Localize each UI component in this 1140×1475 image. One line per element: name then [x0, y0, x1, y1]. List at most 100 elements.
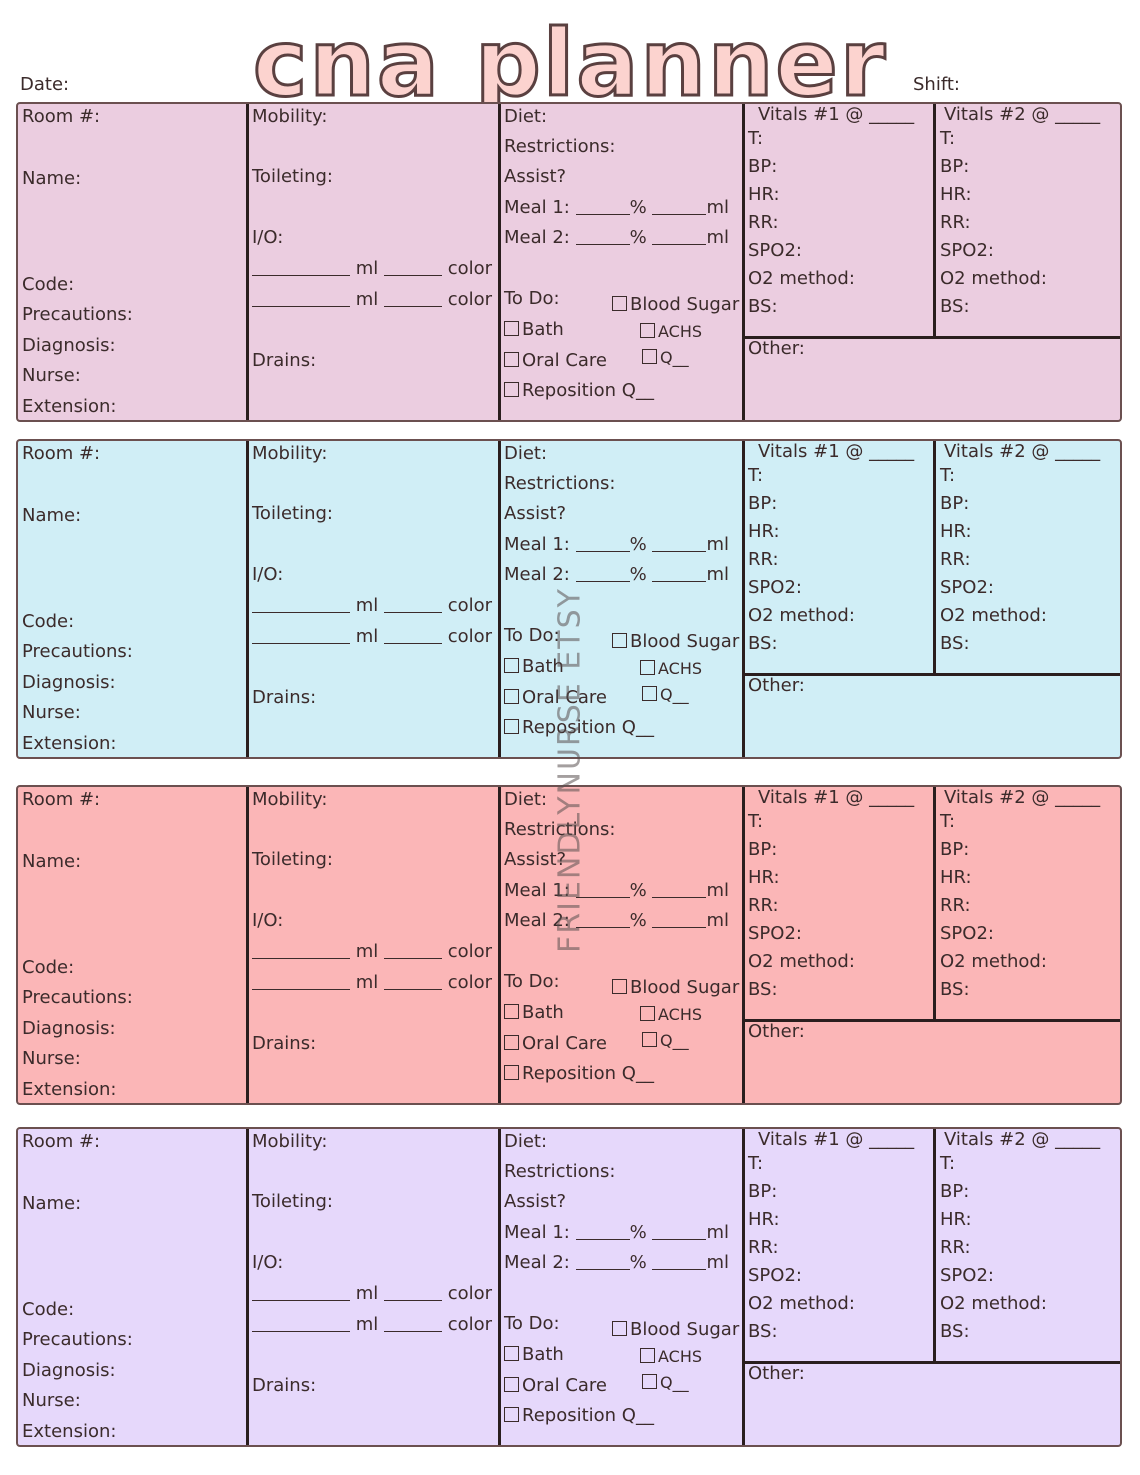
ml-unit: ml	[355, 1283, 379, 1304]
percent-unit: %	[629, 564, 647, 585]
ml-unit: ml	[355, 972, 379, 993]
checkbox-icon[interactable]	[640, 323, 655, 338]
checkbox-icon[interactable]	[504, 1407, 519, 1422]
other-label: Other:	[748, 1363, 805, 1384]
checkbox-icon[interactable]	[504, 658, 519, 673]
hr-label: HR:	[748, 521, 780, 542]
date-label: Date:	[20, 74, 70, 95]
achs-item[interactable]: ACHS	[640, 1342, 702, 1372]
room-label: Room #:	[22, 106, 101, 127]
rr-label: RR:	[748, 895, 779, 916]
io-blank	[252, 629, 350, 644]
reposition-item[interactable]: Reposition Q__	[504, 1401, 654, 1431]
bp-label: BP:	[940, 156, 970, 177]
color-blank	[384, 292, 443, 307]
oral-care-item[interactable]: Oral Care	[504, 1371, 607, 1401]
checkbox-icon[interactable]	[612, 296, 627, 311]
checkbox-icon[interactable]	[504, 1346, 519, 1361]
color-label: color	[447, 941, 493, 962]
rr-label: RR:	[748, 549, 779, 570]
diet-column: Diet: Restrictions: Assist? Meal 1: % ml…	[500, 104, 744, 420]
t-label: T:	[748, 1153, 764, 1174]
hr-label: HR:	[940, 521, 972, 542]
code-label: Code:	[22, 957, 75, 978]
mobility-label: Mobility:	[252, 789, 328, 810]
checkbox-icon[interactable]	[642, 1032, 657, 1047]
checkbox-icon[interactable]	[612, 1321, 627, 1336]
precautions-label: Precautions:	[22, 641, 133, 662]
oral-care-item[interactable]: Oral Care	[504, 683, 607, 713]
bath-item[interactable]: Bath	[504, 315, 564, 345]
checkbox-icon[interactable]	[504, 321, 519, 336]
bath-item[interactable]: Bath	[504, 998, 564, 1028]
color-blank	[384, 1286, 443, 1301]
extension-label: Extension:	[22, 1421, 117, 1442]
achs-item[interactable]: ACHS	[640, 1000, 702, 1030]
q-item[interactable]: Q__	[642, 343, 689, 373]
vitals-2-heading: Vitals #2 @ _____	[944, 104, 1101, 125]
drains-label: Drains:	[252, 687, 317, 708]
bs-label: BS:	[748, 979, 778, 1000]
checkbox-icon[interactable]	[640, 1348, 655, 1363]
bath-label: Bath	[522, 1344, 564, 1365]
checkbox-icon[interactable]	[504, 1004, 519, 1019]
checkbox-icon[interactable]	[640, 660, 655, 675]
checkbox-icon[interactable]	[504, 1065, 519, 1080]
checkbox-icon[interactable]	[642, 1374, 657, 1389]
q-item[interactable]: Q__	[642, 680, 689, 710]
checkbox-icon[interactable]	[640, 1006, 655, 1021]
bath-item[interactable]: Bath	[504, 1340, 564, 1370]
checkbox-icon[interactable]	[504, 719, 519, 734]
color-blank	[384, 598, 443, 613]
meal-ml-blank	[652, 883, 707, 898]
meal-1-row: Meal 1: % ml	[504, 193, 729, 223]
bp-label: BP:	[940, 839, 970, 860]
spo2-label: SPO2:	[940, 240, 994, 261]
color-blank	[384, 629, 443, 644]
vitals-1-box: Vitals #1 @ _____ T: BP: HR: RR: SPO2: O…	[744, 787, 934, 1019]
percent-unit: %	[629, 910, 647, 931]
checkbox-icon[interactable]	[612, 633, 627, 648]
achs-label: ACHS	[658, 1005, 703, 1024]
vitals-2-box: Vitals #2 @ _____ T: BP: HR: RR: SPO2: O…	[936, 104, 1122, 336]
checkbox-icon[interactable]	[642, 349, 657, 364]
blood-sugar-item[interactable]: Blood Sugar	[612, 1315, 739, 1345]
rr-label: RR:	[940, 1237, 971, 1258]
checkbox-icon[interactable]	[504, 382, 519, 397]
ml-unit: ml	[706, 880, 729, 901]
checkbox-icon[interactable]	[612, 979, 627, 994]
achs-item[interactable]: ACHS	[640, 654, 702, 684]
q-item[interactable]: Q__	[642, 1026, 689, 1056]
checkbox-icon[interactable]	[504, 1035, 519, 1050]
color-label: color	[447, 595, 493, 616]
patient-info-column: Room #: Name: Code: Precautions: Diagnos…	[18, 1129, 246, 1445]
io-row-1: ml color	[252, 254, 492, 284]
drains-label: Drains:	[252, 350, 317, 371]
name-label: Name:	[22, 1193, 82, 1214]
bath-item[interactable]: Bath	[504, 652, 564, 682]
reposition-item[interactable]: Reposition Q__	[504, 376, 654, 406]
oral-care-item[interactable]: Oral Care	[504, 346, 607, 376]
meal-ml-blank	[652, 567, 707, 582]
vitals-1-heading: Vitals #1 @ _____	[758, 441, 915, 462]
checkbox-icon[interactable]	[504, 1377, 519, 1392]
blood-sugar-item[interactable]: Blood Sugar	[612, 627, 739, 657]
oral-care-item[interactable]: Oral Care	[504, 1029, 607, 1059]
hr-label: HR:	[748, 867, 780, 888]
reposition-item[interactable]: Reposition Q__	[504, 1059, 654, 1089]
extension-label: Extension:	[22, 733, 117, 754]
reposition-item[interactable]: Reposition Q__	[504, 713, 654, 743]
vitals-2-box: Vitals #2 @ _____ T: BP: HR: RR: SPO2: O…	[936, 787, 1122, 1019]
diet-label: Diet:	[504, 443, 548, 464]
meal-2-label: Meal 2:	[504, 910, 570, 931]
blood-sugar-item[interactable]: Blood Sugar	[612, 290, 739, 320]
checkbox-icon[interactable]	[504, 352, 519, 367]
checkbox-icon[interactable]	[642, 686, 657, 701]
achs-label: ACHS	[658, 659, 703, 678]
blood-sugar-item[interactable]: Blood Sugar	[612, 973, 739, 1003]
achs-item[interactable]: ACHS	[640, 317, 702, 347]
oral-care-label: Oral Care	[522, 1033, 607, 1054]
ml-unit: ml	[355, 626, 379, 647]
checkbox-icon[interactable]	[504, 689, 519, 704]
q-item[interactable]: Q__	[642, 1368, 689, 1398]
